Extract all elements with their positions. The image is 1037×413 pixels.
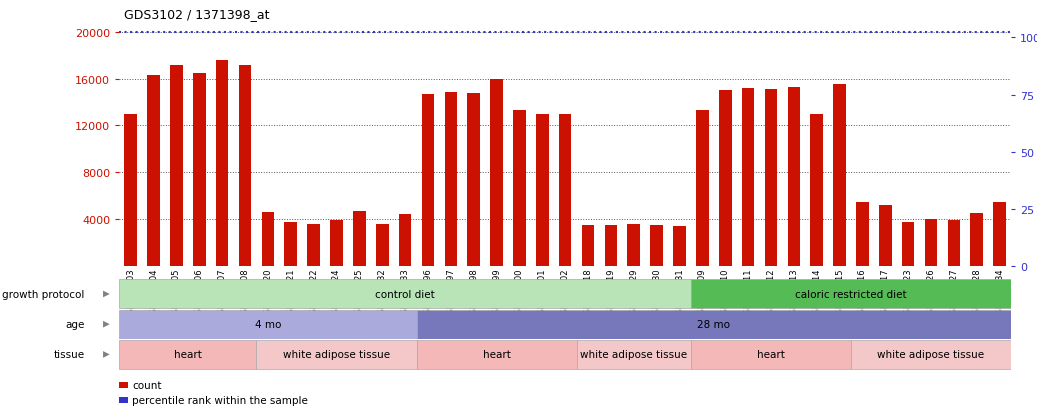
Bar bbox=[696, 111, 708, 266]
Bar bbox=[513, 111, 526, 266]
Bar bbox=[170, 65, 183, 266]
Bar bbox=[673, 227, 685, 266]
Text: white adipose tissue: white adipose tissue bbox=[877, 349, 984, 360]
Bar bbox=[417, 310, 1011, 339]
Bar bbox=[902, 222, 915, 266]
Text: GDS3102 / 1371398_at: GDS3102 / 1371398_at bbox=[124, 8, 270, 21]
Bar bbox=[307, 224, 320, 266]
Bar bbox=[764, 90, 778, 266]
Bar bbox=[851, 340, 1011, 369]
Bar bbox=[719, 91, 731, 266]
Bar bbox=[119, 382, 128, 388]
Text: count: count bbox=[133, 380, 162, 390]
Text: heart: heart bbox=[757, 349, 785, 360]
Text: control diet: control diet bbox=[375, 289, 435, 299]
Bar bbox=[650, 225, 663, 266]
Bar bbox=[491, 79, 503, 266]
Text: percentile rank within the sample: percentile rank within the sample bbox=[133, 395, 308, 405]
Bar bbox=[811, 114, 823, 266]
Text: 28 mo: 28 mo bbox=[697, 319, 730, 330]
Bar bbox=[399, 215, 412, 266]
Text: tissue: tissue bbox=[53, 349, 84, 360]
Text: heart: heart bbox=[174, 349, 202, 360]
Bar bbox=[422, 95, 435, 266]
Text: white adipose tissue: white adipose tissue bbox=[283, 349, 390, 360]
Text: heart: heart bbox=[482, 349, 510, 360]
Bar bbox=[468, 93, 480, 266]
Text: age: age bbox=[65, 319, 84, 330]
Bar bbox=[834, 85, 846, 266]
Bar bbox=[577, 340, 691, 369]
Bar bbox=[993, 202, 1006, 266]
Bar bbox=[239, 65, 251, 266]
Bar bbox=[971, 214, 983, 266]
Text: white adipose tissue: white adipose tissue bbox=[581, 349, 688, 360]
Text: caloric restricted diet: caloric restricted diet bbox=[795, 289, 906, 299]
Bar bbox=[193, 74, 205, 266]
Bar bbox=[124, 114, 137, 266]
Bar bbox=[147, 76, 160, 266]
Bar bbox=[536, 114, 549, 266]
Bar bbox=[376, 224, 389, 266]
Text: growth protocol: growth protocol bbox=[2, 289, 84, 299]
Bar bbox=[857, 202, 869, 266]
Bar bbox=[119, 397, 128, 403]
Bar bbox=[787, 88, 801, 266]
Bar bbox=[559, 114, 571, 266]
Bar bbox=[417, 340, 577, 369]
Bar bbox=[330, 221, 343, 266]
Bar bbox=[627, 224, 640, 266]
Bar bbox=[948, 221, 960, 266]
Bar bbox=[741, 89, 754, 266]
Bar bbox=[216, 61, 228, 266]
Bar bbox=[119, 310, 417, 339]
Bar bbox=[582, 225, 594, 266]
Bar bbox=[445, 92, 457, 266]
Bar bbox=[925, 220, 937, 266]
Bar bbox=[284, 222, 297, 266]
Bar bbox=[119, 340, 256, 369]
Bar bbox=[256, 340, 417, 369]
Bar bbox=[353, 211, 366, 266]
Text: 4 mo: 4 mo bbox=[255, 319, 281, 330]
Bar bbox=[605, 225, 617, 266]
Bar bbox=[879, 206, 892, 266]
Bar bbox=[261, 213, 274, 266]
Bar bbox=[119, 280, 691, 309]
Bar bbox=[691, 340, 851, 369]
Bar bbox=[691, 280, 1011, 309]
